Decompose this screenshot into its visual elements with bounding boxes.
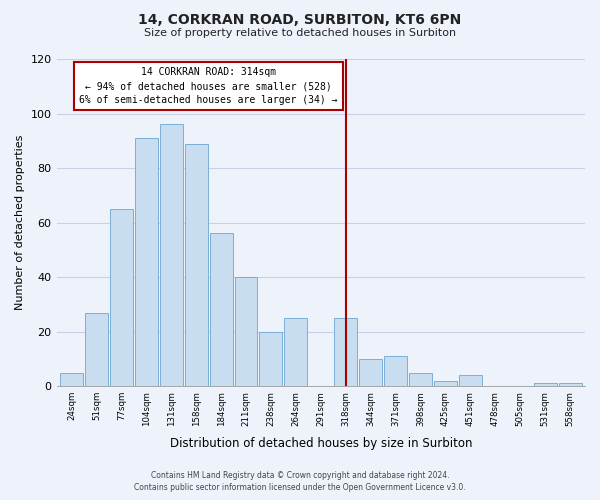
- Text: 14 CORKRAN ROAD: 314sqm
← 94% of detached houses are smaller (528)
6% of semi-de: 14 CORKRAN ROAD: 314sqm ← 94% of detache…: [79, 67, 338, 105]
- Bar: [110, 209, 133, 386]
- X-axis label: Distribution of detached houses by size in Surbiton: Distribution of detached houses by size …: [170, 437, 472, 450]
- Bar: [533, 384, 557, 386]
- Bar: [135, 138, 158, 386]
- Bar: [384, 356, 407, 386]
- Bar: [459, 375, 482, 386]
- Text: 14, CORKRAN ROAD, SURBITON, KT6 6PN: 14, CORKRAN ROAD, SURBITON, KT6 6PN: [139, 12, 461, 26]
- Bar: [334, 318, 357, 386]
- Text: Contains HM Land Registry data © Crown copyright and database right 2024.
Contai: Contains HM Land Registry data © Crown c…: [134, 471, 466, 492]
- Bar: [359, 359, 382, 386]
- Bar: [235, 277, 257, 386]
- Y-axis label: Number of detached properties: Number of detached properties: [15, 135, 25, 310]
- Bar: [185, 144, 208, 386]
- Bar: [284, 318, 307, 386]
- Bar: [60, 372, 83, 386]
- Text: Size of property relative to detached houses in Surbiton: Size of property relative to detached ho…: [144, 28, 456, 38]
- Bar: [434, 380, 457, 386]
- Bar: [259, 332, 283, 386]
- Bar: [85, 312, 108, 386]
- Bar: [409, 372, 432, 386]
- Bar: [160, 124, 182, 386]
- Bar: [559, 384, 581, 386]
- Bar: [209, 234, 233, 386]
